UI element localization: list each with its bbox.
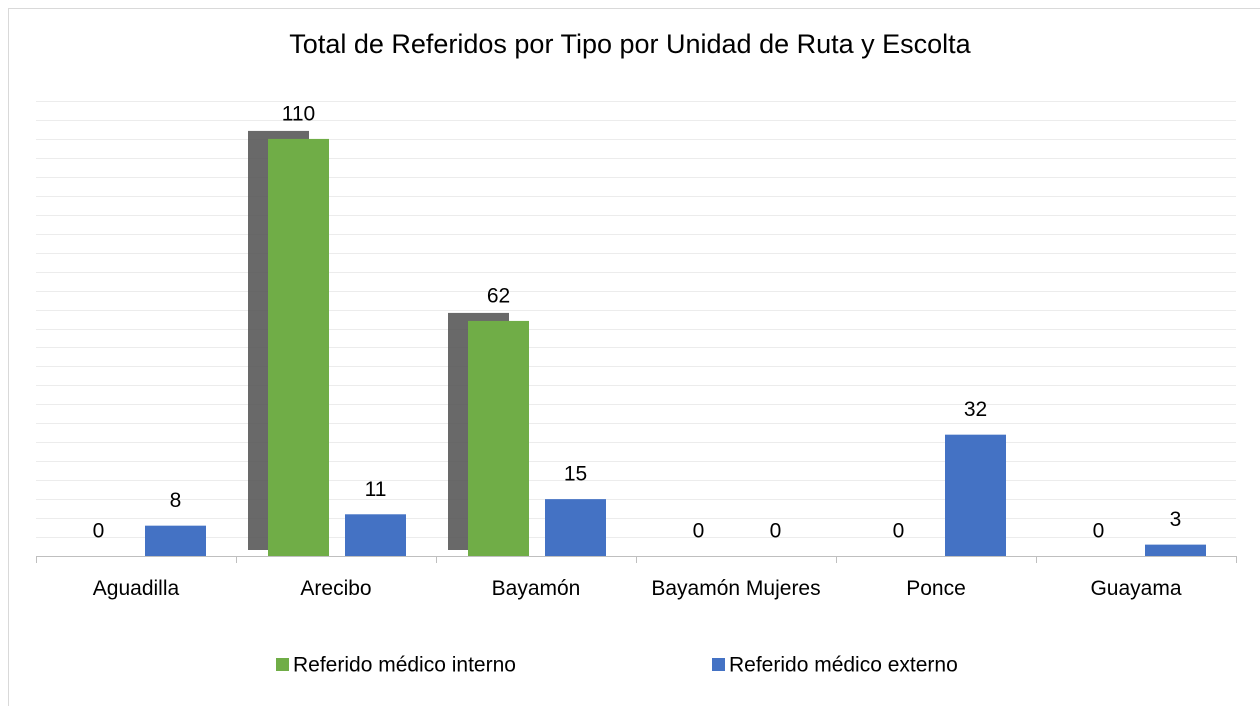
x-tick-label: Aguadilla bbox=[92, 577, 180, 600]
data-label: 0 bbox=[93, 520, 105, 543]
x-tick-label: Ponce bbox=[906, 577, 966, 600]
bar bbox=[1145, 544, 1206, 556]
bar bbox=[945, 434, 1006, 556]
data-label: 32 bbox=[964, 398, 987, 421]
data-label: 11 bbox=[365, 478, 387, 501]
x-tick-label: Arecibo bbox=[300, 577, 372, 600]
bar bbox=[268, 138, 329, 556]
data-label: 0 bbox=[1093, 520, 1105, 543]
bar bbox=[145, 525, 206, 556]
data-label: 0 bbox=[770, 520, 782, 543]
data-label: 0 bbox=[693, 520, 705, 543]
x-tick-label: Bayamón bbox=[491, 577, 581, 600]
data-label: 15 bbox=[564, 463, 587, 486]
bar bbox=[345, 514, 406, 556]
data-label: 8 bbox=[170, 489, 182, 512]
legend-swatch bbox=[712, 658, 725, 671]
data-label: 3 bbox=[1170, 508, 1182, 531]
data-label: 62 bbox=[487, 284, 510, 307]
x-tick-label: Bayamón Mujeres bbox=[651, 577, 821, 600]
chart-title: Total de Referidos por Tipo por Unidad d… bbox=[289, 29, 971, 59]
x-tick-label: Guayama bbox=[1090, 577, 1182, 600]
bar bbox=[468, 320, 529, 556]
data-label: 0 bbox=[893, 520, 905, 543]
legend-swatch bbox=[276, 658, 289, 671]
chart-border bbox=[8, 8, 1260, 706]
legend-label: Referido médico interno bbox=[293, 654, 516, 677]
legend-label: Referido médico externo bbox=[729, 654, 958, 677]
bar bbox=[545, 499, 606, 556]
data-label: 110 bbox=[282, 102, 315, 125]
